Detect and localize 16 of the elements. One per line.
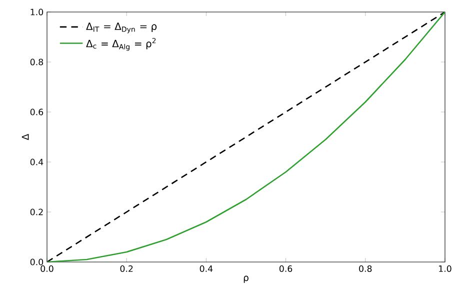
y-tick-label: 0.8 <box>30 58 44 66</box>
x-axis-title: ρ <box>244 276 248 283</box>
x-tick-label: 0.0 <box>40 265 54 272</box>
y-tick-label: 0.4 <box>30 158 44 166</box>
legend-label: Δ$_{IT}$ = Δ$_{Dyn}$ = ρ <box>86 22 157 34</box>
y-tick-label: 0.2 <box>30 208 43 216</box>
y-tick-label: 0.0 <box>30 258 44 266</box>
x-tick-label: 0.4 <box>200 265 213 272</box>
y-tick-label: 1.0 <box>30 8 44 16</box>
y-tick-label: 0.6 <box>30 108 44 116</box>
x-tick-label: 1.0 <box>439 265 452 272</box>
x-tick-label: 0.2 <box>120 265 133 272</box>
x-tick-label: 0.8 <box>359 265 372 272</box>
x-tick-label: 0.6 <box>279 265 292 272</box>
y-axis-title: Δ <box>22 134 29 140</box>
legend-label: Δ$_{c}$ = Δ$_{Alg}$ = ρ$^{2}$ <box>86 38 156 51</box>
